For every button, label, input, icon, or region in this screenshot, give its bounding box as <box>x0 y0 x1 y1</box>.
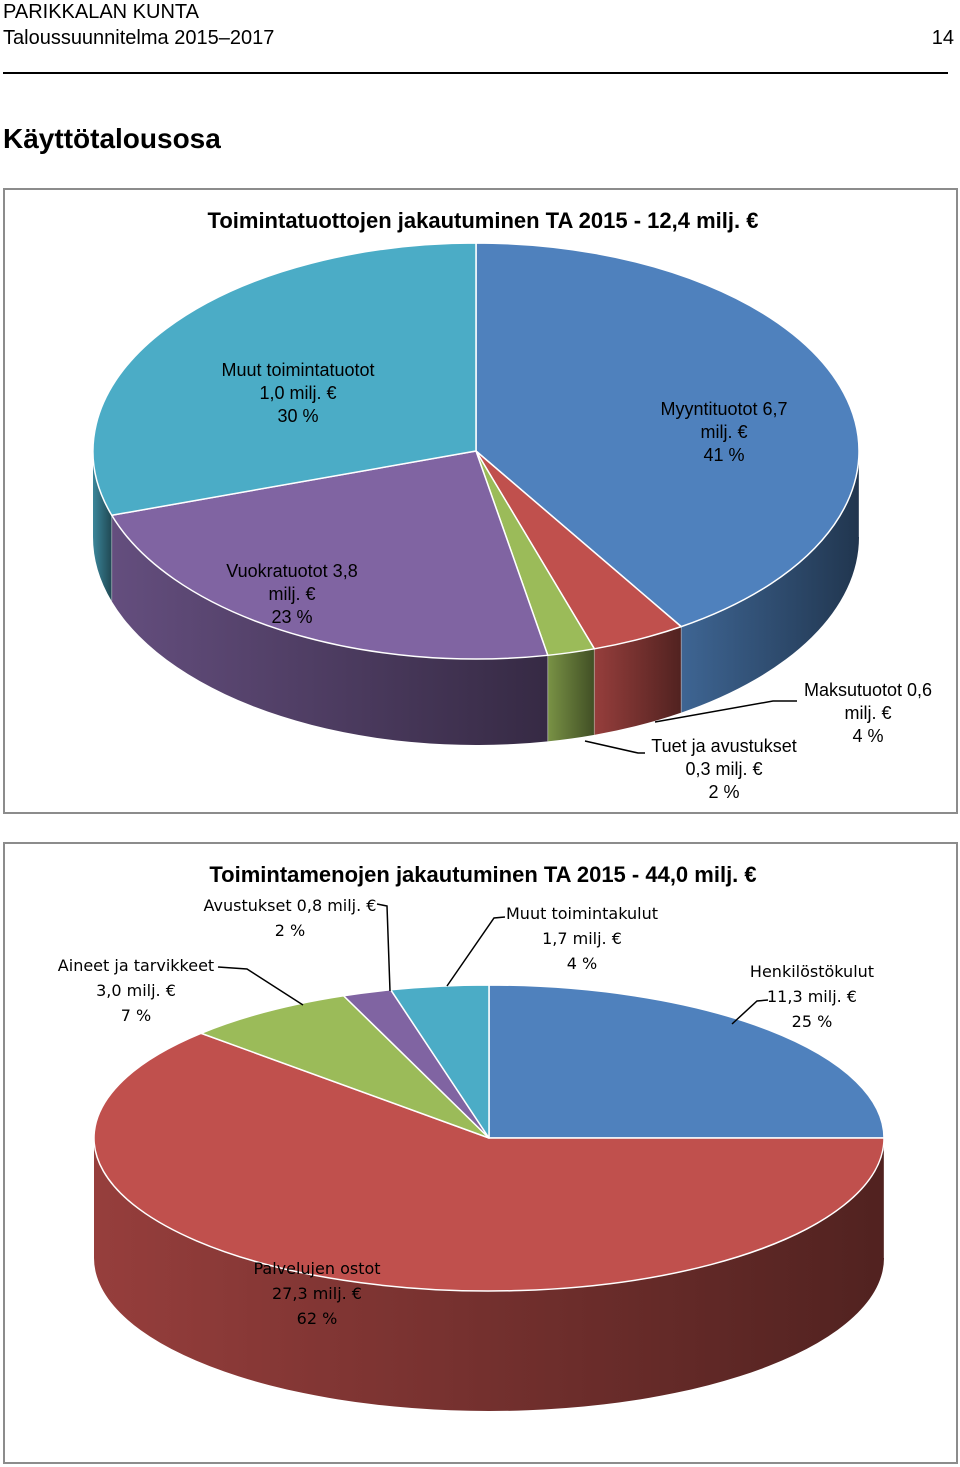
pie-side-1 <box>94 1138 884 1411</box>
label-aineet-ja-tarvikkeet-line: Aineet ja tarvikkeet <box>58 956 214 975</box>
label-vuokratuotot-line: milj. € <box>268 584 315 604</box>
header-rule <box>3 72 948 74</box>
label-henkilostokulut-line: 11,3 milj. € <box>767 987 857 1006</box>
pie-slice-4 <box>92 242 477 517</box>
pie-slice-0 <box>475 242 860 628</box>
label-muut-toimintakulut: Muut toimintakulut 1,7 milj. € 4 % <box>506 904 658 973</box>
label-muut-toimintatuotot-line: 1,0 milj. € <box>259 383 336 403</box>
label-henkilostokulut: Henkilöstökulut 11,3 milj. € 25 % <box>750 962 874 1031</box>
label-muut-toimintakulut-line: 1,7 milj. € <box>542 929 622 948</box>
label-avustukset-line: 2 % <box>275 921 305 940</box>
chart-title: Toimintatuottojen jakautuminen TA 2015 -… <box>208 208 759 233</box>
pie-slice-3 <box>110 450 549 660</box>
municipality-name: PARIKKALAN KUNTA <box>3 1 199 23</box>
section-title: Käyttötalousosa <box>3 123 221 154</box>
label-vuokratuotot: Vuokratuotot 3,8 milj. € 23 % <box>226 561 357 627</box>
label-vuokratuotot-line: 23 % <box>271 607 312 627</box>
expense-pie-chart: Toimintamenojen jakautuminen TA 2015 - 4… <box>58 862 885 1411</box>
label-muut-toimintatuotot: Muut toimintatuotot 1,0 milj. € 30 % <box>221 360 374 426</box>
leader-tuet <box>584 740 645 754</box>
expense-chart-panel: Toimintamenojen jakautuminen TA 2015 - 4… <box>3 842 958 1464</box>
label-myyntituotot: Myyntituotot 6,7 milj. € 41 % <box>660 399 787 465</box>
label-tuet-ja-avustukset-line: 2 % <box>708 782 739 802</box>
label-maksutuotot-line: milj. € <box>844 703 891 723</box>
pie-side-2 <box>547 648 595 742</box>
pie-slice-4 <box>390 984 490 1139</box>
label-tuet-ja-avustukset-line: 0,3 milj. € <box>685 759 762 779</box>
label-maksutuotot-line: 4 % <box>852 726 883 746</box>
label-myyntituotot-line: milj. € <box>700 422 747 442</box>
label-muut-toimintakulut-line: 4 % <box>567 954 597 973</box>
label-palvelujen-ostot-line: 27,3 milj. € <box>272 1284 362 1303</box>
pie-side-3 <box>111 515 548 745</box>
pie-slice-0 <box>488 984 885 1139</box>
label-myyntituotot-line: 41 % <box>703 445 744 465</box>
pie-slice-1 <box>93 1032 885 1292</box>
pie-side-4 <box>93 451 112 602</box>
label-muut-toimintatuotot-line: Muut toimintatuotot <box>221 360 374 380</box>
leader-muut-toimintakulut <box>446 916 506 987</box>
label-maksutuotot: Maksutuotot 0,6 milj. € 4 % <box>804 680 932 746</box>
revenue-pie-chart: Toimintatuottojen jakautuminen TA 2015 -… <box>92 208 932 802</box>
label-aineet-ja-tarvikkeet-line: 3,0 milj. € <box>96 981 176 1000</box>
pie-side-1 <box>594 626 682 735</box>
document-title: Taloussuunnitelma 2015–2017 <box>3 27 275 49</box>
label-tuet-ja-avustukset-line: Tuet ja avustukset <box>651 736 796 756</box>
label-palvelujen-ostot: Palvelujen ostot 27,3 milj. € 62 % <box>253 1259 380 1328</box>
label-tuet-ja-avustukset: Tuet ja avustukset 0,3 milj. € 2 % <box>651 736 796 802</box>
label-muut-toimintakulut-line: Muut toimintakulut <box>506 904 658 923</box>
chart-title: Toimintamenojen jakautuminen TA 2015 - 4… <box>209 862 756 887</box>
label-maksutuotot-line: Maksutuotot 0,6 <box>804 680 932 700</box>
label-henkilostokulut-line: Henkilöstökulut <box>750 962 874 981</box>
page-number: 14 <box>931 27 954 49</box>
label-muut-toimintatuotot-line: 30 % <box>277 406 318 426</box>
label-aineet-ja-tarvikkeet: Aineet ja tarvikkeet 3,0 milj. € 7 % <box>58 956 214 1025</box>
leader-aineet <box>217 966 304 1006</box>
leader-maksutuotot <box>654 700 797 723</box>
revenue-chart-panel: Toimintatuottojen jakautuminen TA 2015 -… <box>3 188 958 814</box>
label-vuokratuotot-line: Vuokratuotot 3,8 <box>226 561 357 581</box>
label-avustukset-line: Avustukset 0,8 milj. € <box>204 896 377 915</box>
leader-henkilostokulut <box>731 999 769 1025</box>
pie-side-0 <box>681 451 859 713</box>
pie-slice-2 <box>200 994 490 1139</box>
label-avustukset: Avustukset 0,8 milj. € 2 % <box>204 896 377 940</box>
label-myyntituotot-line: Myyntituotot 6,7 <box>660 399 787 419</box>
label-palvelujen-ostot-line: Palvelujen ostot <box>253 1259 380 1278</box>
leader-avustukset <box>376 903 391 992</box>
label-henkilostokulut-line: 25 % <box>792 1012 833 1031</box>
label-aineet-ja-tarvikkeet-line: 7 % <box>121 1006 151 1025</box>
label-palvelujen-ostot-line: 62 % <box>297 1309 338 1328</box>
